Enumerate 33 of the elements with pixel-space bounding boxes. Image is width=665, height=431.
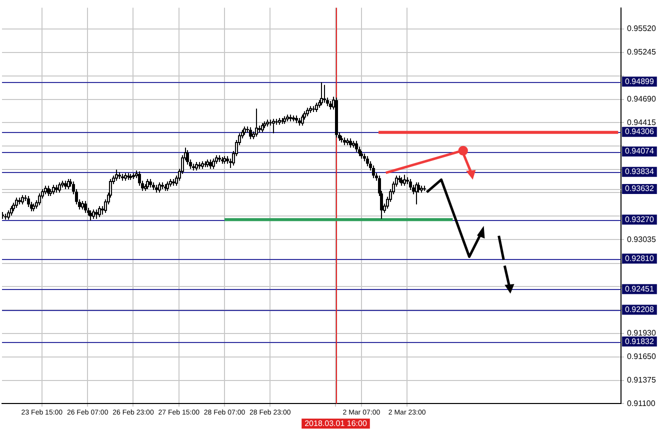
y-tick-label: 0.91100 [627,398,656,408]
candlestick [409,178,412,191]
candlestick [95,209,98,220]
ref-line-label: 0.93632 [625,184,654,194]
candlestick [323,84,326,104]
ref-line-label: 0.94899 [625,76,654,86]
candlestick [249,126,252,140]
ref-line-label: 0.93834 [625,167,654,176]
y-tick-label: 0.94415 [627,118,656,127]
ref-line-label: 0.92810 [625,254,654,263]
y-tick-label: 0.93035 [627,234,656,244]
y-tick-label: 0.91375 [627,375,656,384]
ref-line-label: 0.93270 [625,214,654,224]
y-tick-label: 0.91650 [627,352,656,362]
candlestick [27,195,30,208]
candlestick [89,210,92,222]
ref-line-label: 0.92451 [625,284,654,294]
ref-line-label: 0.94074 [625,146,654,156]
candlestick [209,159,212,170]
candlestick [372,164,375,179]
ref-line-label: 0.92208 [625,304,654,314]
candlestick [349,138,352,148]
y-tick-label: 0.94690 [627,94,656,104]
candlestick [84,200,87,214]
y-tick-label: 0.95520 [627,24,656,34]
y-tick-label: 0.91930 [627,328,656,338]
x-tick-label: 2018.03.01 16:00 [304,418,368,428]
ref-line-label: 0.94306 [625,127,654,136]
candlestick [186,150,189,166]
ref-line-label: 0.91832 [625,336,654,346]
y-tick-label: 0.95245 [627,48,656,56]
candlestick [366,156,369,167]
candlestick [355,140,358,152]
